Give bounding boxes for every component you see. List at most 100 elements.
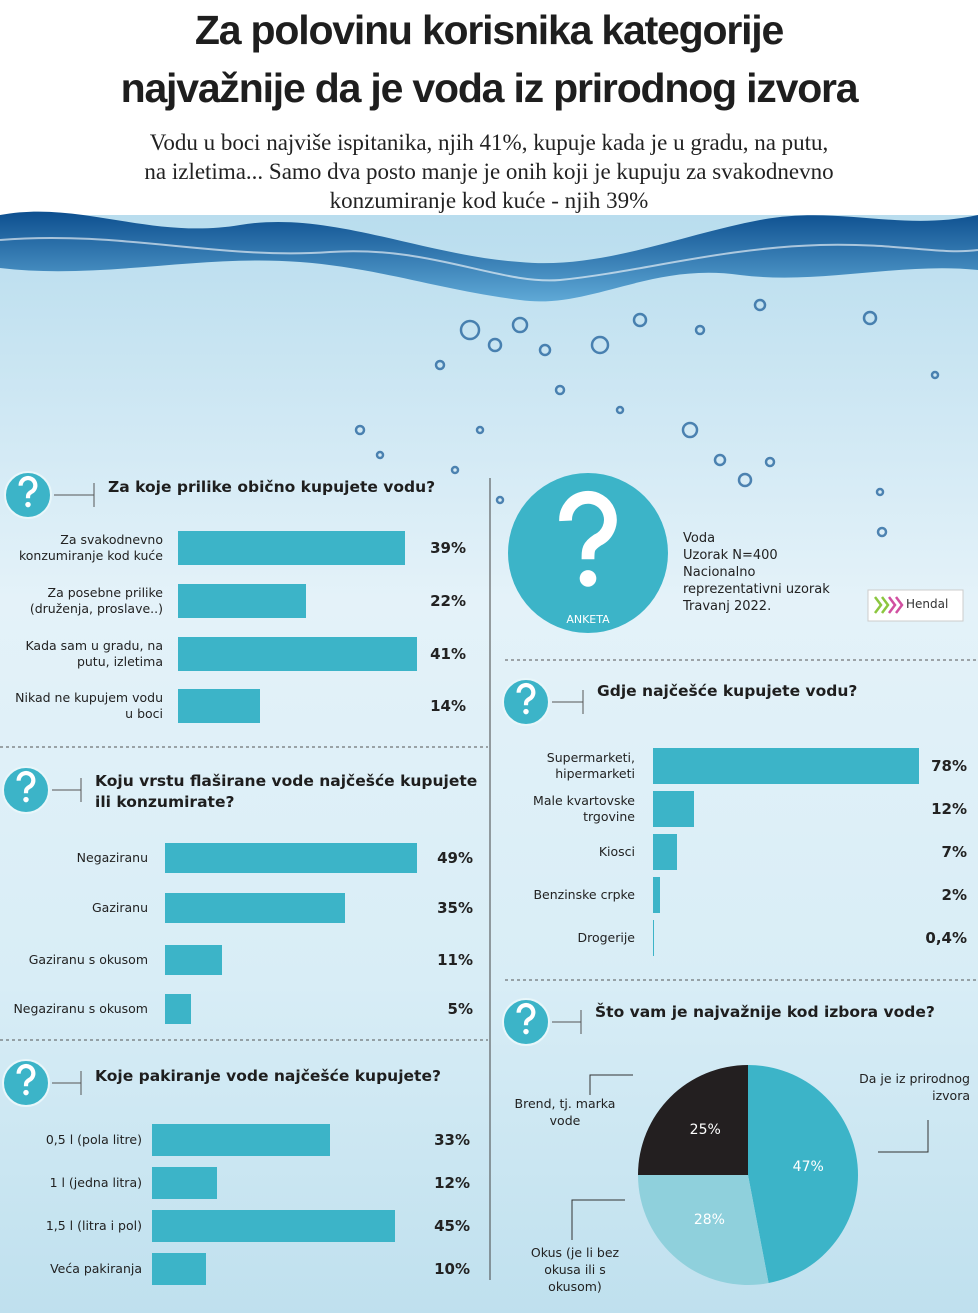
leader xyxy=(52,778,82,802)
bar xyxy=(178,584,307,618)
bar xyxy=(653,791,694,827)
question-mark-hook xyxy=(516,682,536,706)
question-mark xyxy=(18,475,38,508)
value-label: 39% xyxy=(430,539,466,557)
question-mark-hook xyxy=(16,770,36,794)
survey-question-mark xyxy=(559,491,617,587)
question-mark-hook xyxy=(16,1063,36,1087)
bar xyxy=(165,843,417,873)
pie-slice xyxy=(638,1065,748,1175)
category-label: Negaziranu xyxy=(76,850,148,865)
slice-value-label: 47% xyxy=(792,1159,824,1176)
category-label: Benzinske crpke xyxy=(533,887,635,902)
chart-title: Za koje prilike obično kupujete vodu? xyxy=(108,478,436,496)
survey-line: Nacionalno xyxy=(683,565,756,580)
bar xyxy=(152,1253,206,1285)
slice-value-label: 25% xyxy=(689,1122,721,1139)
category-label: Kada sam u gradu, na putu, izletima xyxy=(25,638,163,669)
chart-title: Koje pakiranje vode najčešće kupujete? xyxy=(95,1067,441,1085)
wave-highlight xyxy=(0,236,978,282)
chart-title: Gdje najčešće kupujete vodu? xyxy=(597,682,858,700)
survey-line: Uzorak N=400 xyxy=(683,548,778,563)
bar xyxy=(653,877,660,913)
value-label: 22% xyxy=(430,592,466,610)
category-label: 0,5 l (pola litre) xyxy=(45,1132,142,1147)
question-mark-dot xyxy=(23,1089,29,1096)
chart-title: Koju vrstu flaširane vode najčešće kupuj… xyxy=(95,772,478,811)
value-label: 14% xyxy=(430,697,466,715)
pie-slice xyxy=(638,1175,769,1285)
question-mark xyxy=(16,770,36,803)
survey-line: reprezentativni uzorak xyxy=(683,582,830,597)
value-label: 7% xyxy=(941,843,967,861)
logo-mark xyxy=(874,596,904,614)
category-label: Veća pakiranja xyxy=(50,1261,142,1276)
logo-text: Hendal xyxy=(906,597,949,611)
category-label: Gaziranu xyxy=(91,900,148,915)
pie-slice xyxy=(748,1065,858,1284)
value-label: 10% xyxy=(434,1260,470,1278)
subtitle: konzumiranje kod kuće - njih 39% xyxy=(329,188,649,213)
slice-label: Okus (je li bez okusa ili s okusom) xyxy=(530,1245,620,1294)
category-label: 1 l (jedna litra) xyxy=(49,1175,142,1190)
subtitle: na izletima... Samo dva posto manje je o… xyxy=(144,159,834,184)
chart-title: Što vam je najvažnije kod izbora vode? xyxy=(595,1003,935,1021)
survey-line: Travanj 2022. xyxy=(683,599,772,614)
value-label: 33% xyxy=(434,1131,470,1149)
category-label: Kiosci xyxy=(598,844,635,859)
headline: najvažnije da je voda iz prirodnog izvor… xyxy=(120,65,859,111)
wave xyxy=(0,211,978,302)
question-mark-dot xyxy=(523,708,529,715)
headline: Za polovinu korisnika kategorije xyxy=(194,7,784,53)
bar xyxy=(165,945,222,975)
bar xyxy=(152,1210,395,1242)
value-label: 5% xyxy=(447,1000,473,1018)
category-label: Nikad ne kupujem vodu u boci xyxy=(15,690,163,721)
bar xyxy=(165,994,191,1024)
category-label: Drogerije xyxy=(577,930,635,945)
leader xyxy=(589,1074,633,1095)
value-label: 12% xyxy=(434,1174,470,1192)
leader xyxy=(552,1010,582,1034)
question-mark xyxy=(16,1063,36,1096)
category-label: 1,5 l (litra i pol) xyxy=(45,1218,142,1233)
category-label: Male kvartovske trgovine xyxy=(533,793,635,824)
survey-line: Voda xyxy=(683,531,716,546)
separators xyxy=(0,659,978,1041)
category-label: Supermarketi, hipermarketi xyxy=(546,750,635,781)
bar xyxy=(653,920,655,956)
question-mark xyxy=(516,1002,536,1035)
bar xyxy=(653,834,677,870)
value-label: 35% xyxy=(437,899,473,917)
leader xyxy=(878,1120,929,1153)
slice-label: Brend, tj. marka vode xyxy=(514,1096,616,1128)
question-mark-hook xyxy=(516,1002,536,1026)
survey-badge-label: ANKETA xyxy=(566,613,610,626)
value-label: 12% xyxy=(931,800,967,818)
category-label: Za posebne prilike (druženja, proslave..… xyxy=(29,585,163,616)
bar xyxy=(178,531,406,565)
bar xyxy=(165,893,345,923)
bar xyxy=(152,1124,331,1156)
leader xyxy=(571,1199,625,1240)
subtitle: Vodu u boci najviše ispitanika, njih 41%… xyxy=(149,130,829,155)
category-label: Za svakodnevno konzumiranje kod kuće xyxy=(18,532,163,563)
value-label: 2% xyxy=(941,886,967,904)
bubbles xyxy=(354,298,940,538)
question-mark-dot xyxy=(523,1028,529,1035)
question-mark-hook xyxy=(18,475,38,499)
leader xyxy=(552,690,584,714)
question-mark-dot xyxy=(25,501,31,508)
value-label: 78% xyxy=(931,757,967,775)
bar xyxy=(178,637,418,671)
bar xyxy=(178,689,260,723)
question-mark xyxy=(516,682,536,715)
slice-label: Da je iz prirodnog izvora xyxy=(859,1071,970,1103)
question-mark-dot xyxy=(23,796,29,803)
value-label: 45% xyxy=(434,1217,470,1235)
value-label: 41% xyxy=(430,645,466,663)
bar xyxy=(653,748,919,784)
category-label: Gaziranu s okusom xyxy=(28,952,148,967)
category-label: Negaziranu s okusom xyxy=(13,1001,148,1016)
